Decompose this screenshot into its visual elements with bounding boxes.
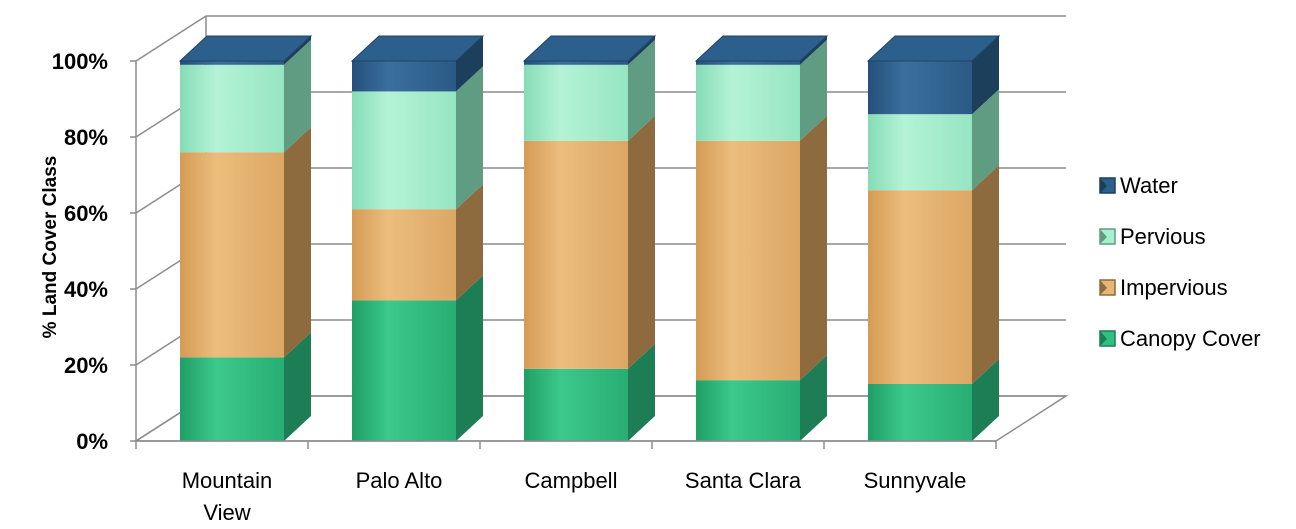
x-tick-label: Sunnyvale	[864, 468, 967, 493]
bar-segment-canopy-cover	[524, 368, 628, 441]
bar-side-pervious	[628, 39, 655, 141]
bar-side-water	[628, 36, 655, 65]
y-tick-label: 20%	[64, 353, 108, 378]
bar-side-water	[972, 36, 999, 115]
bar-stack	[522, 35, 657, 441]
legend-item: Pervious	[1099, 224, 1206, 249]
x-axis: Mountain View Palo Alto Campbell Santa Clara…	[135, 440, 997, 525]
y-tick-label: 80%	[64, 125, 108, 150]
bar-segment-water	[524, 61, 628, 65]
bar-segment-water	[696, 61, 800, 65]
bar-segment-impervious	[868, 190, 972, 384]
bar-top	[178, 35, 313, 62]
y-tick-label: 100%	[52, 49, 108, 74]
bar-side-impervious	[628, 115, 655, 369]
x-tick-label: Mountain	[182, 468, 273, 493]
legend-swatch-shade	[1100, 229, 1107, 244]
bar-top	[694, 35, 829, 62]
y-axis: 0% 20% 40% 60% 80% 100%	[52, 49, 137, 454]
bar-side-canopy-cover	[456, 275, 483, 441]
bar-top	[522, 35, 657, 62]
bar-stack	[178, 35, 313, 441]
legend: Water Pervious Impervious Canopy Cover	[1099, 173, 1261, 351]
x-tick-label: Santa Clara	[685, 468, 802, 493]
bar-stack	[866, 35, 1001, 441]
bar-segment-impervious	[180, 152, 284, 358]
bar-segment-pervious	[524, 64, 628, 141]
legend-swatch-shade	[1100, 178, 1107, 193]
bar-stack	[694, 35, 829, 441]
legend-label: Impervious	[1120, 275, 1228, 300]
legend-item: Water	[1099, 173, 1178, 198]
bar-side-canopy-cover	[628, 343, 655, 441]
bar-segment-pervious	[868, 114, 972, 191]
bar-side-impervious	[800, 115, 827, 381]
bar-side-water	[456, 36, 483, 92]
legend-item: Impervious	[1099, 275, 1228, 300]
bar-side-water	[284, 36, 311, 65]
bar-side-pervious	[800, 39, 827, 141]
legend-label: Canopy Cover	[1120, 326, 1261, 351]
bar-segment-water	[180, 61, 284, 65]
bar-segment-canopy-cover	[352, 300, 456, 441]
bar-segment-pervious	[696, 64, 800, 141]
bar-segment-pervious	[180, 64, 284, 153]
x-tick-label: Campbell	[525, 468, 618, 493]
bar-segment-impervious	[524, 140, 628, 369]
bar-side-pervious	[456, 66, 483, 210]
bar-segment-canopy-cover	[696, 380, 800, 441]
bar-segment-impervious	[352, 209, 456, 301]
bar-side-impervious	[456, 184, 483, 301]
bar-side-canopy-cover	[800, 355, 827, 441]
bar-stack	[350, 35, 485, 441]
bar-side-pervious	[972, 89, 999, 191]
bar-side-impervious	[972, 165, 999, 384]
x-tick-label: Palo Alto	[356, 468, 443, 493]
bar-top	[866, 35, 1001, 62]
bars	[178, 35, 1001, 441]
y-tick-label: 0%	[76, 429, 108, 454]
legend-item: Canopy Cover	[1099, 326, 1261, 351]
x-tick-label: View	[203, 500, 250, 525]
legend-label: Pervious	[1120, 224, 1206, 249]
gridline-diagonal	[135, 15, 207, 62]
legend-swatch-shade	[1100, 280, 1107, 295]
legend-label: Water	[1120, 173, 1178, 198]
bar-side-impervious	[284, 127, 311, 358]
y-tick-label: 60%	[64, 201, 108, 226]
y-tick-label: 40%	[64, 277, 108, 302]
bar-side-water	[800, 36, 827, 65]
bar-segment-canopy-cover	[180, 357, 284, 441]
y-axis-label: % Land Cover Class	[40, 156, 61, 339]
bar-side-pervious	[284, 39, 311, 153]
legend-swatch-shade	[1100, 331, 1107, 346]
bar-segment-canopy-cover	[868, 384, 972, 441]
bar-top	[350, 35, 485, 62]
bar-segment-impervious	[696, 140, 800, 381]
bar-side-canopy-cover	[972, 359, 999, 441]
bar-segment-pervious	[352, 91, 456, 210]
bar-side-canopy-cover	[284, 332, 311, 441]
bar-segment-water	[352, 61, 456, 92]
bar-segment-water	[868, 61, 972, 115]
